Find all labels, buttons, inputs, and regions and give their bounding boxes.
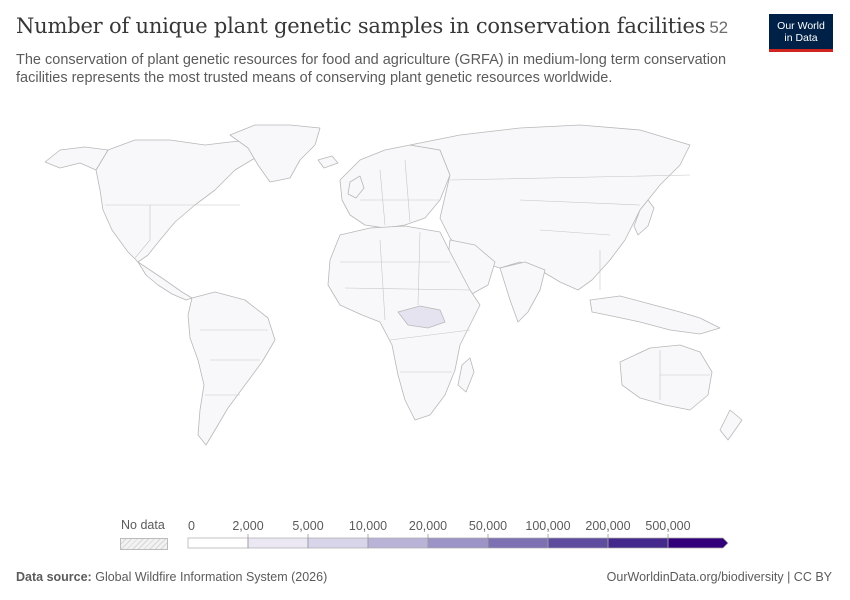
map-region-south-sudan-highlight[interactable] — [397, 305, 446, 329]
logo-line-2: in Data — [784, 31, 818, 44]
map-region-japan[interactable] — [633, 199, 655, 236]
legend-bin-4[interactable] — [427, 537, 489, 549]
legend-tick-label-6: 100,000 — [525, 519, 570, 533]
legend-tick-label-8: 500,000 — [645, 519, 690, 533]
map-region-southeast-asia[interactable] — [589, 295, 721, 335]
map-region-uk[interactable] — [347, 175, 365, 199]
map-borders-australia — [659, 350, 710, 400]
legend-tick-label-5: 50,000 — [469, 519, 507, 533]
legend: No data 0 2,000 5,000 10,000 20,000 50,000 100… — [118, 516, 738, 556]
footer-url[interactable]: OurWorldinData.org/biodiversity | CC BY — [606, 570, 832, 584]
map-region-central-america[interactable] — [137, 261, 193, 301]
map-region-europe[interactable] — [339, 144, 451, 229]
map-region-iceland[interactable] — [317, 155, 339, 169]
map-region-new-zealand[interactable] — [719, 409, 743, 441]
legend-bin-5[interactable] — [487, 537, 549, 549]
legend-no-data-swatch[interactable] — [120, 538, 168, 550]
legend-tick-label-4: 20,000 — [409, 519, 447, 533]
legend-tick-label-3: 10,000 — [349, 519, 387, 533]
world-map[interactable] — [0, 110, 850, 510]
map-region-madagascar[interactable] — [457, 357, 475, 393]
legend-tick-label-1: 2,000 — [232, 519, 263, 533]
footer-source-label: Data source: — [16, 570, 92, 584]
map-region-north-america[interactable] — [95, 139, 256, 263]
footer-source-text[interactable]: Global Wildfire Information System (2026… — [95, 570, 328, 584]
logo-line-1: Our World — [777, 19, 825, 32]
legend-bin-8[interactable] — [667, 537, 729, 549]
legend-bin-3[interactable] — [367, 537, 429, 549]
legend-no-data-label: No data — [121, 518, 165, 532]
legend-tick-label-7: 200,000 — [585, 519, 630, 533]
legend-bin-2[interactable] — [307, 537, 369, 549]
owid-logo[interactable]: Our World in Data — [769, 14, 833, 52]
map-region-australia[interactable] — [619, 344, 713, 411]
map-region-greenland[interactable] — [229, 124, 321, 183]
map-borders-asia — [449, 174, 691, 290]
year-label[interactable]: 52 — [709, 18, 728, 37]
legend-bin-0[interactable] — [187, 537, 249, 549]
legend-tick-label-2: 5,000 — [292, 519, 323, 533]
map-borders-north-america — [105, 204, 240, 259]
legend-bin-7[interactable] — [607, 537, 669, 549]
legend-bin-1[interactable] — [247, 537, 309, 549]
map-borders-south-america — [200, 329, 268, 396]
map-borders-africa — [340, 231, 471, 373]
legend-tick-label-0: 0 — [188, 519, 195, 533]
chart-subtitle: The conservation of plant genetic resour… — [16, 52, 727, 86]
footer-source: Data source: Global Wildfire Information… — [16, 570, 327, 584]
chart-title-text: Number of unique plant genetic samples i… — [16, 14, 706, 38]
map-region-africa[interactable] — [327, 225, 481, 421]
legend-color-scale: 0 2,000 5,000 10,000 20,000 50,000 100,000 200,… — [187, 519, 729, 549]
map-region-south-america[interactable] — [187, 291, 276, 446]
map-region-alaska[interactable] — [44, 146, 109, 171]
legend-bin-6[interactable] — [547, 537, 609, 549]
map-borders-europe — [360, 159, 440, 226]
map-region-india[interactable] — [499, 261, 546, 323]
chart-title: Number of unique plant genetic samples i… — [16, 14, 728, 38]
